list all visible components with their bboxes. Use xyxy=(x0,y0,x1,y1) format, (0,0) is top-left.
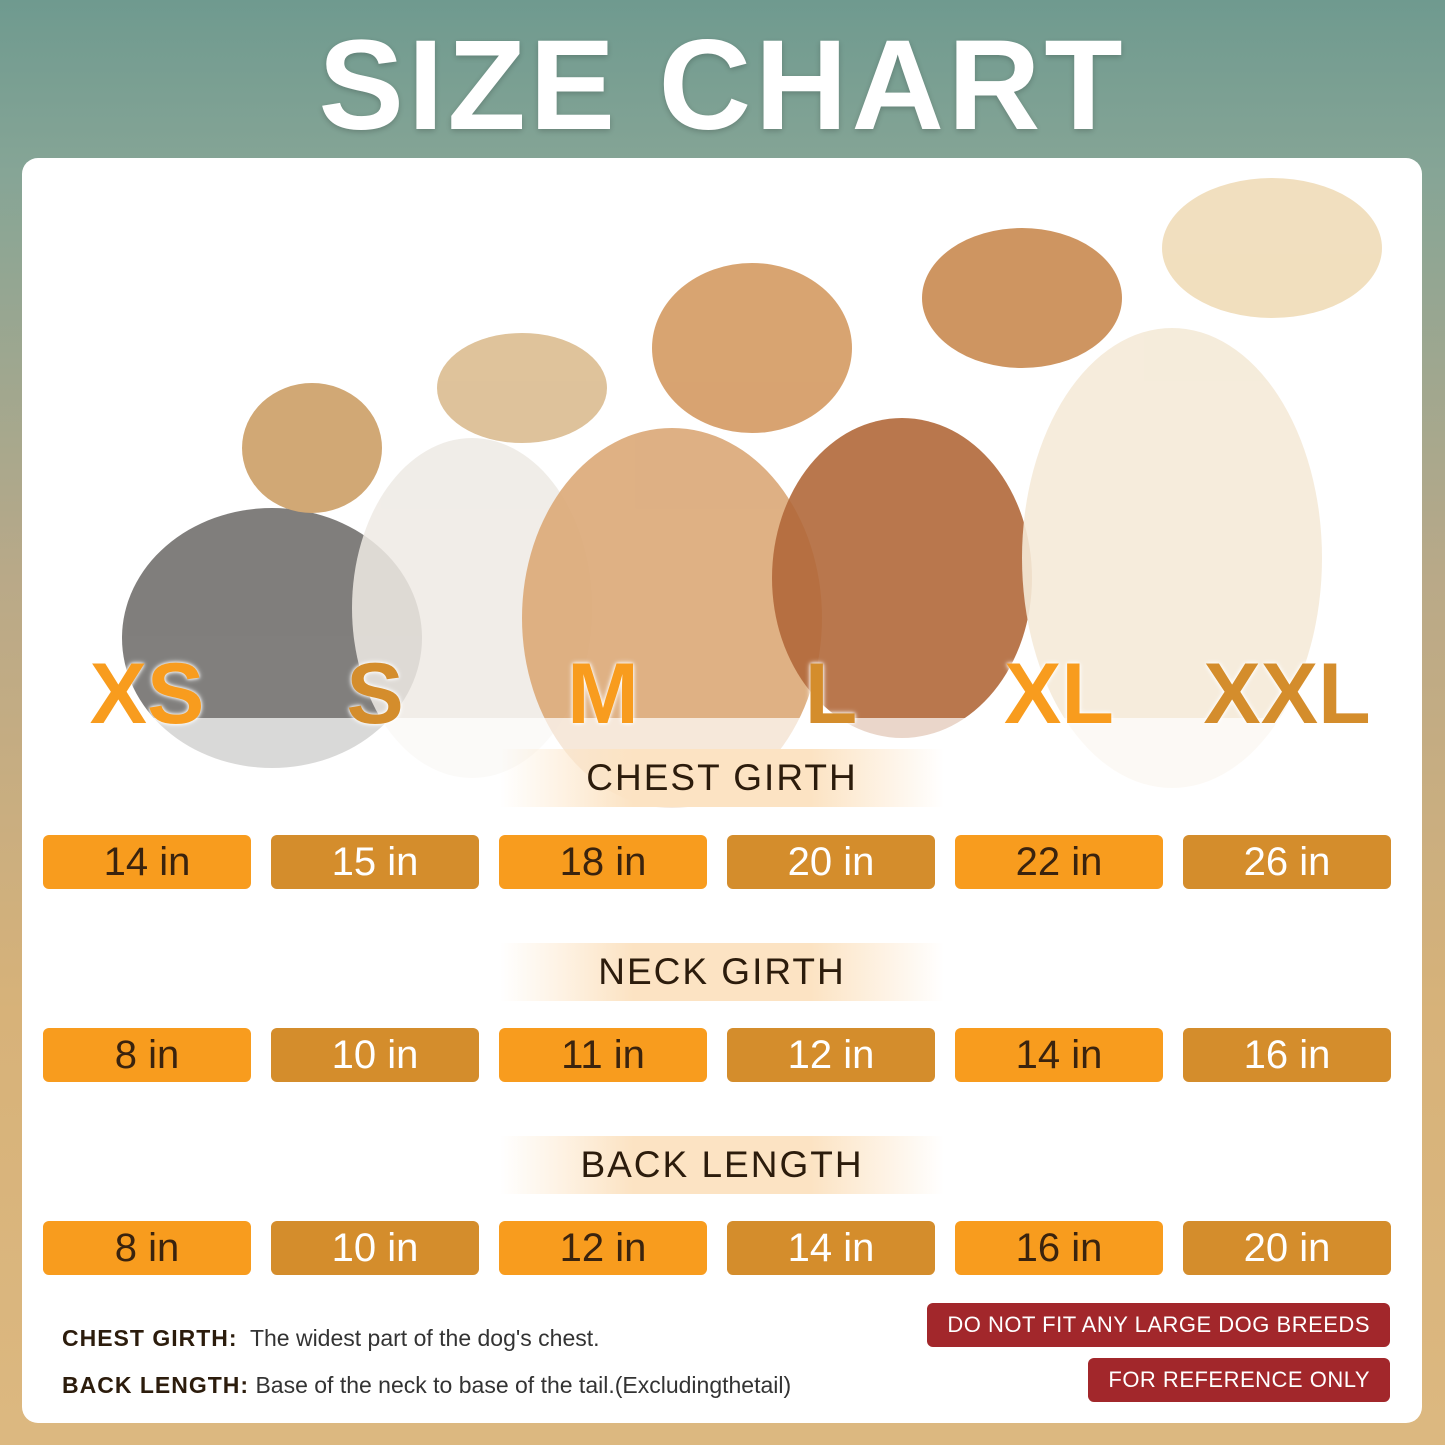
reference-only-badge: FOR REFERENCE ONLY xyxy=(1088,1358,1390,1402)
neck-value: 8 in xyxy=(43,1028,251,1082)
chest-value: 26 in xyxy=(1183,835,1391,889)
back-value: 12 in xyxy=(499,1221,707,1275)
neck-value: 11 in xyxy=(499,1028,707,1082)
back-value: 20 in xyxy=(1183,1221,1391,1275)
back-value: 10 in xyxy=(271,1221,479,1275)
measurement-notes: CHEST GIRTH: The widest part of the dog'… xyxy=(62,1315,791,1409)
chest-girth-row: 14 in 15 in 18 in 20 in 22 in 26 in xyxy=(43,835,1393,889)
size-label-s: S xyxy=(346,646,404,742)
terrier-dog xyxy=(352,333,607,778)
bulldog-dog xyxy=(522,263,852,808)
section-chest-girth: CHEST GIRTH xyxy=(500,749,944,807)
note-text: Base of the neck to base of the tail.(Ex… xyxy=(255,1372,792,1398)
chest-value: 15 in xyxy=(271,835,479,889)
size-labels: XS S M L XL XXL xyxy=(22,650,1422,738)
chest-value: 20 in xyxy=(727,835,935,889)
yorkie-dog xyxy=(122,383,422,768)
note-text: The widest part of the dog's chest. xyxy=(249,1325,600,1351)
back-length-row: 8 in 10 in 12 in 14 in 16 in 20 in xyxy=(43,1221,1393,1275)
neck-value: 10 in xyxy=(271,1028,479,1082)
neck-value: 16 in xyxy=(1183,1028,1391,1082)
note-chest-girth: CHEST GIRTH: The widest part of the dog'… xyxy=(62,1315,791,1362)
back-value: 14 in xyxy=(727,1221,935,1275)
note-back-length: BACK LENGTH: Base of the neck to base of… xyxy=(62,1362,791,1409)
neck-girth-row: 8 in 10 in 11 in 12 in 14 in 16 in xyxy=(43,1028,1393,1082)
chest-value: 18 in xyxy=(499,835,707,889)
size-label-xxl: XXL xyxy=(1203,646,1371,742)
back-value: 8 in xyxy=(43,1221,251,1275)
page-title: SIZE CHART xyxy=(318,14,1127,157)
section-back-length: BACK LENGTH xyxy=(500,1136,944,1194)
size-label-l: L xyxy=(804,646,858,742)
size-chart-card: XS S M L XL XXL CHEST GIRTH 14 in 15 in … xyxy=(22,158,1422,1423)
large-breed-warning-badge: DO NOT FIT ANY LARGE DOG BREEDS xyxy=(927,1303,1390,1347)
chest-value: 14 in xyxy=(43,835,251,889)
note-term: BACK LENGTH: xyxy=(62,1372,250,1398)
section-neck-girth: NECK GIRTH xyxy=(500,943,944,1001)
note-term: CHEST GIRTH: xyxy=(62,1325,238,1351)
labrador-dog xyxy=(1022,178,1382,788)
neck-value: 14 in xyxy=(955,1028,1163,1082)
size-label-xs: XS xyxy=(89,646,205,742)
neck-value: 12 in xyxy=(727,1028,935,1082)
back-value: 16 in xyxy=(955,1221,1163,1275)
chest-value: 22 in xyxy=(955,835,1163,889)
beagle-dog xyxy=(772,228,1122,738)
size-label-xl: XL xyxy=(1004,646,1114,742)
size-label-m: M xyxy=(567,646,639,742)
